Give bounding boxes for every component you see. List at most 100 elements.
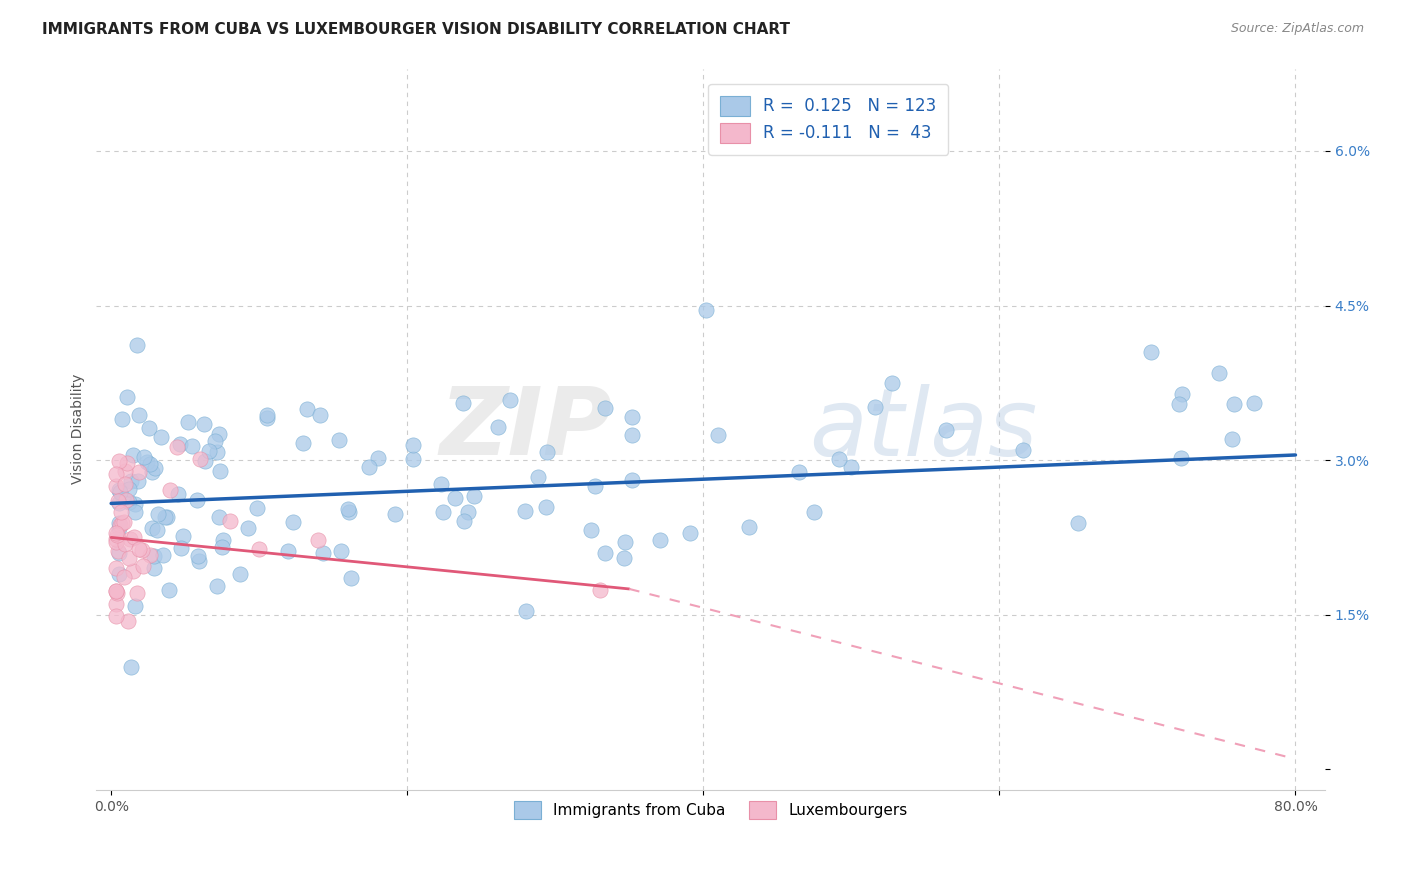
Point	[207, 444, 229, 458]
Point	[367, 451, 389, 466]
Point	[187, 549, 209, 564]
Point	[246, 500, 269, 515]
Point	[104, 532, 127, 546]
Point	[621, 410, 644, 425]
Point	[1011, 443, 1033, 458]
Point	[583, 479, 606, 493]
Point	[707, 427, 730, 442]
Point	[107, 493, 129, 508]
Point	[104, 467, 127, 482]
Point	[110, 505, 132, 519]
Point	[236, 521, 259, 535]
Point	[256, 408, 278, 422]
Point	[457, 505, 479, 519]
Point	[104, 561, 127, 575]
Point	[357, 459, 380, 474]
Point	[107, 567, 129, 582]
Point	[208, 510, 231, 524]
Point	[614, 535, 637, 549]
Point	[125, 338, 148, 352]
Point	[204, 434, 226, 448]
Point	[107, 483, 129, 497]
Point	[839, 460, 862, 475]
Text: IMMIGRANTS FROM CUBA VS LUXEMBOURGER VISION DISABILITY CORRELATION CHART: IMMIGRANTS FROM CUBA VS LUXEMBOURGER VIS…	[42, 22, 790, 37]
Point	[536, 445, 558, 459]
Point	[120, 660, 142, 674]
Point	[292, 436, 315, 450]
Point	[117, 615, 139, 629]
Point	[139, 457, 162, 471]
Point	[166, 440, 188, 454]
Y-axis label: Vision Disability: Vision Disability	[72, 374, 86, 484]
Point	[146, 507, 169, 521]
Point	[156, 510, 179, 524]
Point	[738, 520, 761, 534]
Point	[118, 495, 141, 509]
Point	[143, 549, 166, 563]
Point	[128, 541, 150, 556]
Point	[141, 521, 163, 535]
Text: atlas: atlas	[808, 384, 1038, 475]
Point	[499, 393, 522, 408]
Point	[679, 526, 702, 541]
Point	[114, 477, 136, 491]
Point	[146, 523, 169, 537]
Point	[159, 583, 181, 598]
Point	[329, 544, 352, 558]
Point	[138, 421, 160, 435]
Point	[336, 501, 359, 516]
Point	[131, 543, 153, 558]
Point	[430, 477, 453, 491]
Point	[181, 439, 204, 453]
Point	[107, 520, 129, 534]
Point	[515, 605, 537, 619]
Point	[211, 540, 233, 554]
Point	[118, 532, 141, 546]
Point	[104, 583, 127, 598]
Point	[229, 566, 252, 581]
Point	[828, 452, 851, 467]
Point	[593, 401, 616, 416]
Point	[1168, 397, 1191, 411]
Point	[212, 533, 235, 547]
Point	[104, 597, 127, 611]
Point	[108, 518, 131, 533]
Point	[1170, 451, 1192, 466]
Point	[208, 464, 231, 478]
Point	[112, 515, 135, 529]
Point	[172, 529, 194, 543]
Point	[186, 493, 208, 508]
Point	[453, 396, 475, 410]
Point	[863, 400, 886, 414]
Point	[432, 505, 454, 519]
Point	[124, 505, 146, 519]
Point	[205, 579, 228, 593]
Point	[167, 487, 190, 501]
Point	[402, 438, 425, 452]
Point	[127, 475, 149, 489]
Point	[283, 515, 305, 529]
Point	[1220, 432, 1243, 446]
Point	[787, 465, 810, 479]
Point	[107, 495, 129, 509]
Point	[307, 533, 329, 547]
Point	[188, 452, 211, 467]
Point	[135, 455, 157, 469]
Point	[111, 411, 134, 425]
Point	[312, 546, 335, 560]
Point	[110, 485, 132, 500]
Point	[152, 548, 174, 562]
Point	[935, 423, 957, 437]
Point	[463, 489, 485, 503]
Point	[141, 465, 163, 479]
Point	[111, 516, 134, 530]
Point	[108, 546, 131, 560]
Point	[486, 420, 509, 434]
Point	[115, 456, 138, 470]
Point	[127, 586, 149, 600]
Point	[453, 514, 475, 528]
Point	[105, 585, 128, 599]
Point	[114, 537, 136, 551]
Point	[1223, 396, 1246, 410]
Point	[149, 430, 172, 444]
